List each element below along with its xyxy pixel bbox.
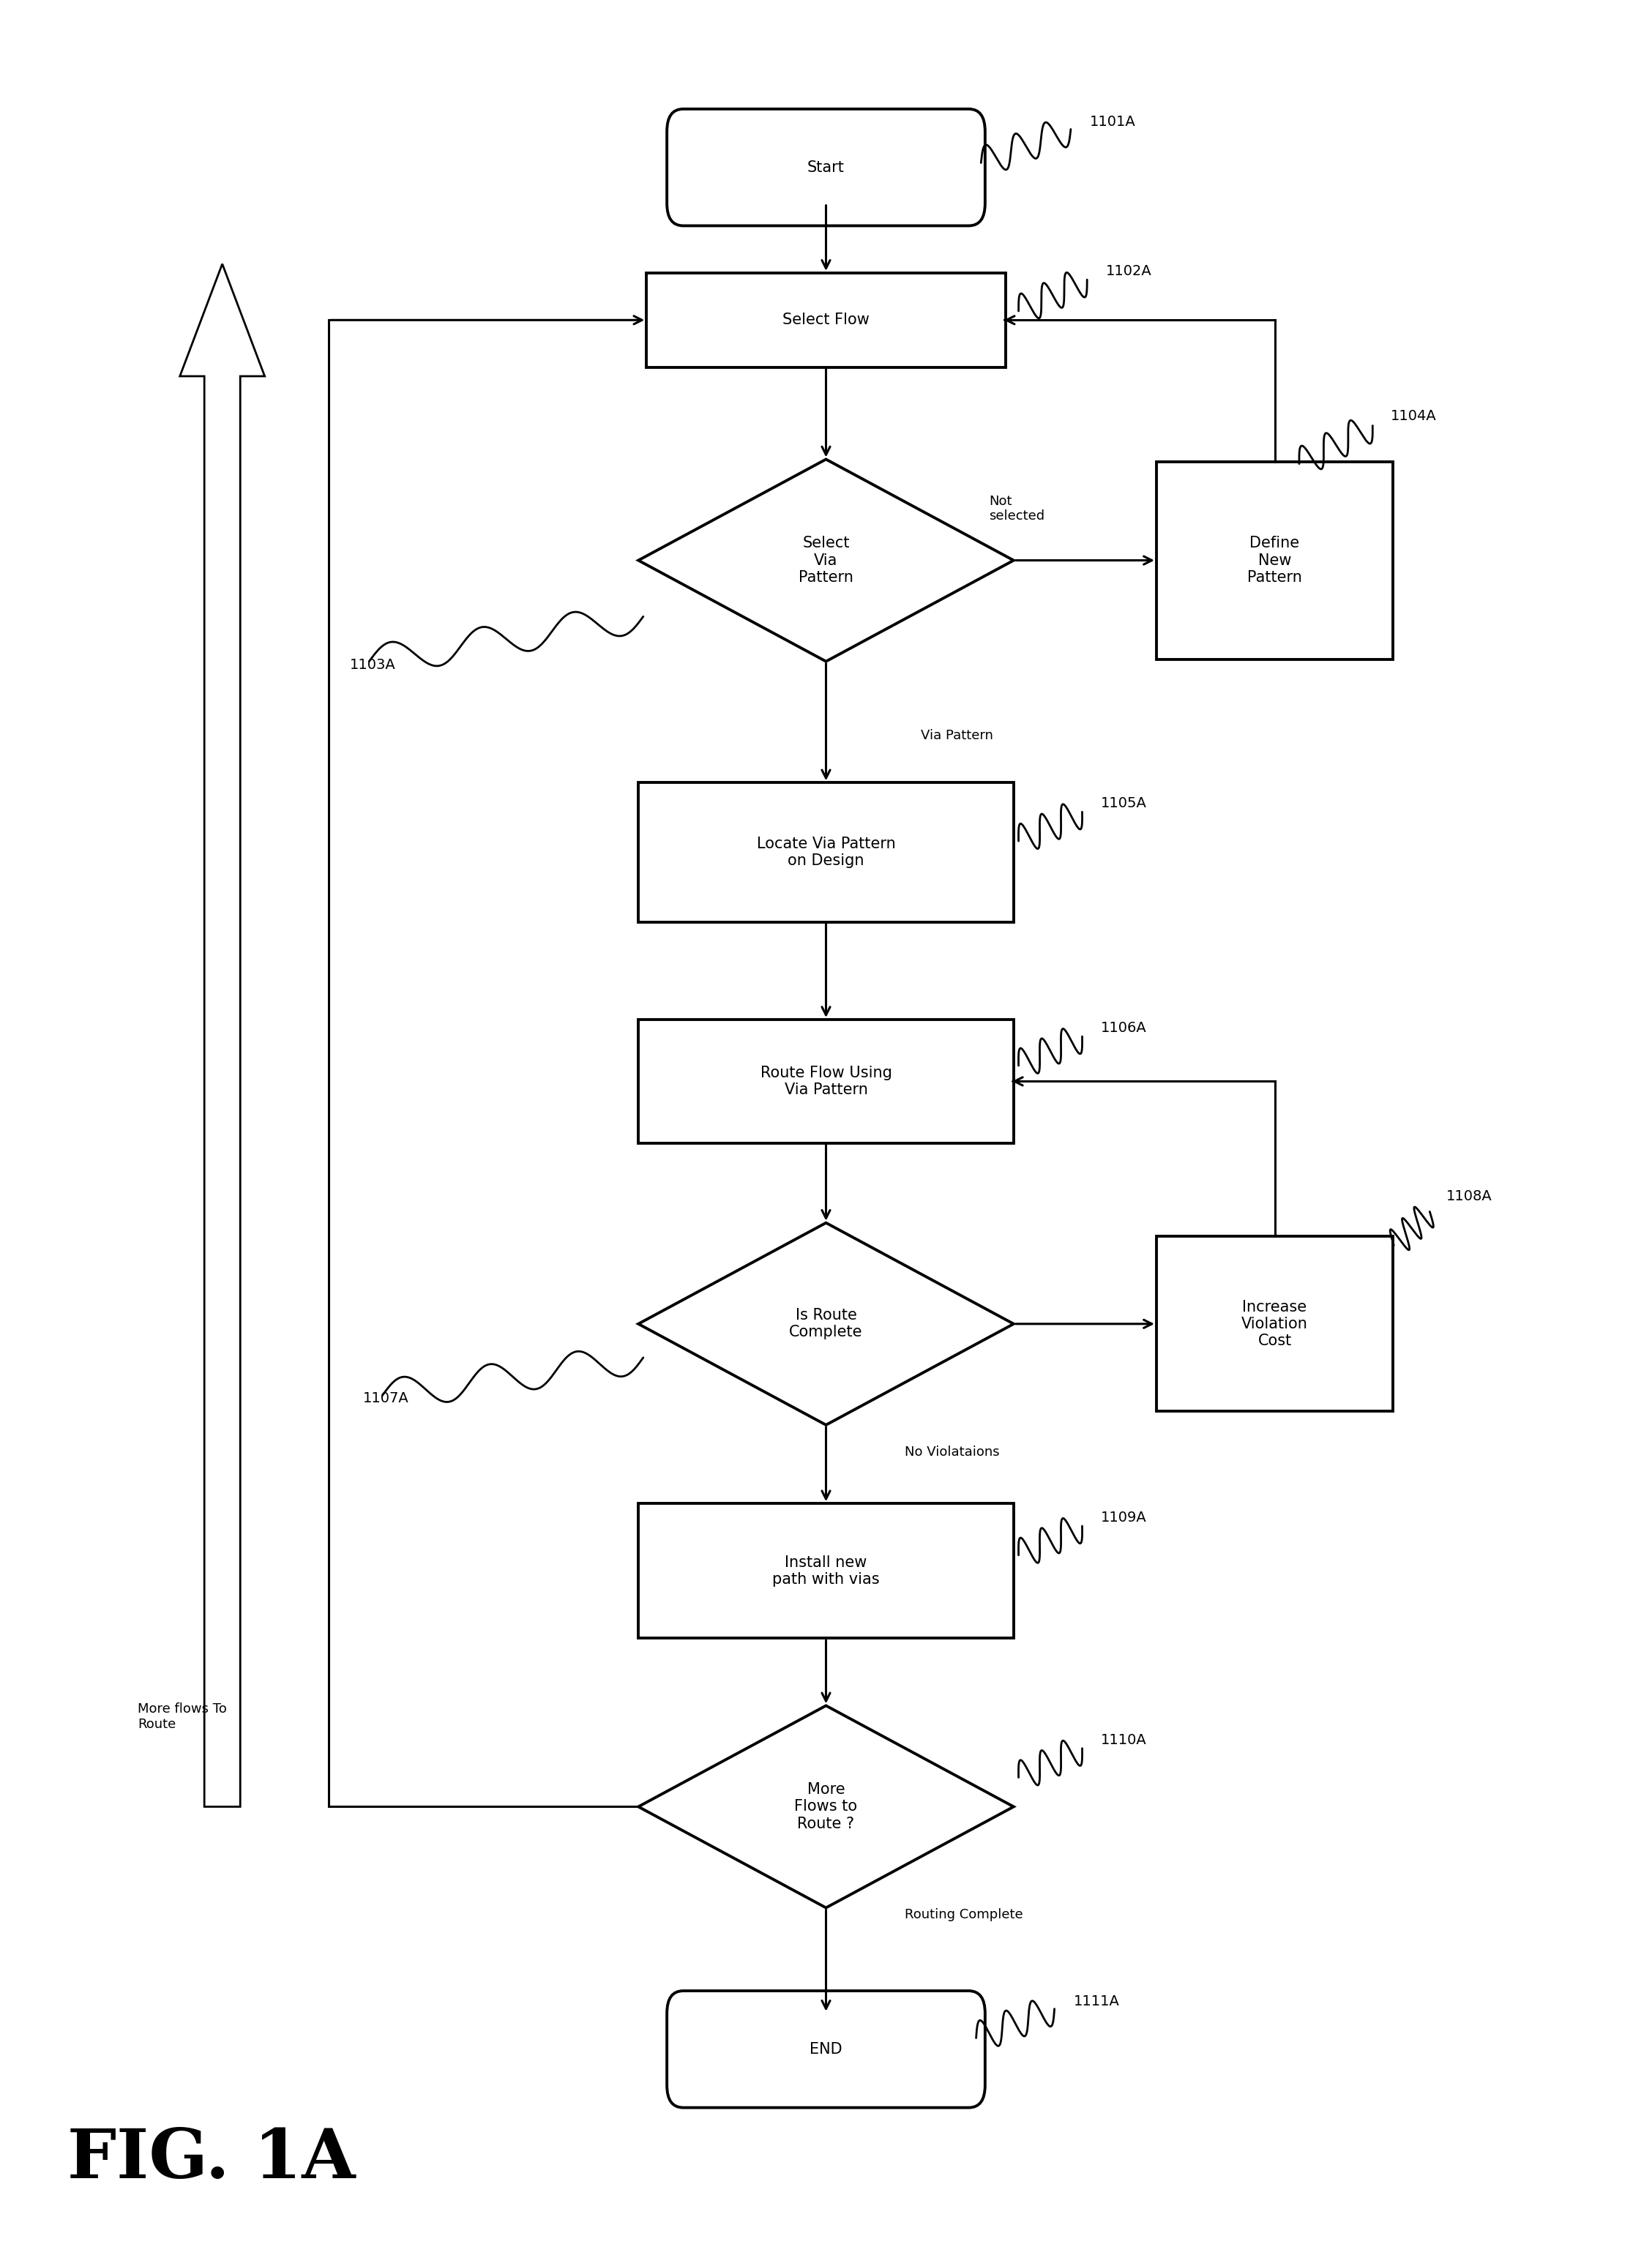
Bar <box>638 782 1014 922</box>
Text: More
Flows to
Route ?: More Flows to Route ? <box>795 1783 857 1831</box>
Polygon shape <box>638 1706 1014 1908</box>
Text: 1101A: 1101A <box>1090 116 1135 129</box>
Text: Start: Start <box>808 161 844 174</box>
Bar <box>646 272 1006 367</box>
FancyBboxPatch shape <box>667 109 985 227</box>
Bar <box>638 1505 1014 1638</box>
Polygon shape <box>638 460 1014 662</box>
Text: Locate Via Pattern
on Design: Locate Via Pattern on Design <box>757 836 895 868</box>
Text: More flows To
Route: More flows To Route <box>137 1702 226 1731</box>
Text: 1105A: 1105A <box>1100 795 1146 811</box>
Text: 1109A: 1109A <box>1100 1511 1146 1525</box>
Text: Select
Via
Pattern: Select Via Pattern <box>798 537 854 585</box>
Bar <box>1156 462 1393 659</box>
Text: 1110A: 1110A <box>1100 1733 1146 1747</box>
Text: Route Flow Using
Via Pattern: Route Flow Using Via Pattern <box>760 1065 892 1097</box>
Polygon shape <box>638 1224 1014 1425</box>
Text: 1104A: 1104A <box>1391 410 1437 424</box>
Text: Select Flow: Select Flow <box>783 313 869 326</box>
Text: 1111A: 1111A <box>1074 1994 1120 2008</box>
Text: Increase
Violation
Cost: Increase Violation Cost <box>1241 1301 1308 1348</box>
Text: 1106A: 1106A <box>1100 1022 1146 1036</box>
Text: No Violataions: No Violataions <box>904 1446 999 1459</box>
Polygon shape <box>180 263 264 1806</box>
Text: 1107A: 1107A <box>363 1391 408 1405</box>
Text: 1102A: 1102A <box>1105 265 1151 279</box>
Bar <box>638 1020 1014 1142</box>
FancyBboxPatch shape <box>667 1992 985 2107</box>
Text: Install new
path with vias: Install new path with vias <box>773 1554 879 1586</box>
Text: Is Route
Complete: Is Route Complete <box>790 1307 862 1339</box>
Text: Define
New
Pattern: Define New Pattern <box>1247 537 1302 585</box>
Text: 1108A: 1108A <box>1446 1190 1492 1203</box>
Bar <box>1156 1237 1393 1412</box>
Text: 1103A: 1103A <box>350 657 395 671</box>
Text: Via Pattern: Via Pattern <box>920 730 993 741</box>
Text: Routing Complete: Routing Complete <box>904 1908 1023 1922</box>
Text: END: END <box>809 2042 843 2058</box>
Text: Not
selected: Not selected <box>990 494 1044 523</box>
Text: FIG. 1A: FIG. 1A <box>68 2126 355 2191</box>
